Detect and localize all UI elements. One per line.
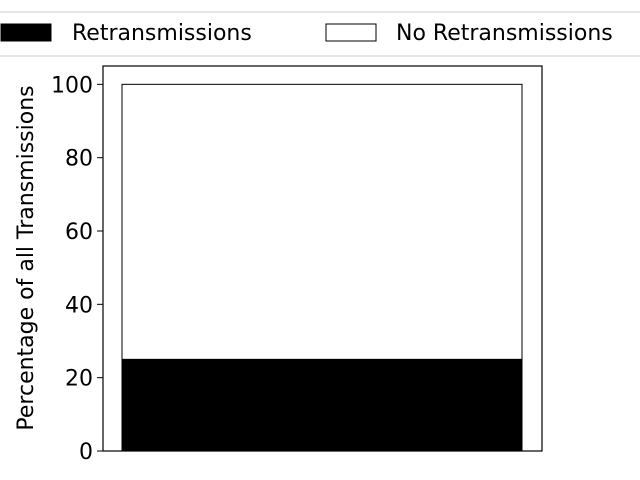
bar-segment-0	[121, 358, 523, 452]
y-tick-label: 60	[65, 220, 93, 245]
legend-label-0: Retransmissions	[72, 21, 252, 46]
legend-swatch-1	[325, 23, 377, 42]
y-axis-label: Percentage of all Transmissions	[14, 85, 39, 430]
bar-segment-1	[121, 83, 523, 360]
legend-label-1: No Retransmissions	[396, 21, 613, 46]
y-tick-label: 0	[79, 440, 93, 465]
legend-entry-1: No Retransmissions	[325, 21, 613, 46]
plot-frame	[102, 65, 543, 452]
y-tick-label: 40	[65, 293, 93, 318]
y-tick-label: 100	[51, 73, 93, 98]
y-tick-label: 80	[65, 147, 93, 172]
legend-swatch-0	[0, 23, 52, 42]
y-ticks-group: 0 20 40 60 80 100	[51, 73, 103, 465]
bars-group	[121, 83, 523, 452]
legend-entry-0: Retransmissions	[0, 21, 252, 46]
y-tick-label: 20	[65, 367, 93, 392]
